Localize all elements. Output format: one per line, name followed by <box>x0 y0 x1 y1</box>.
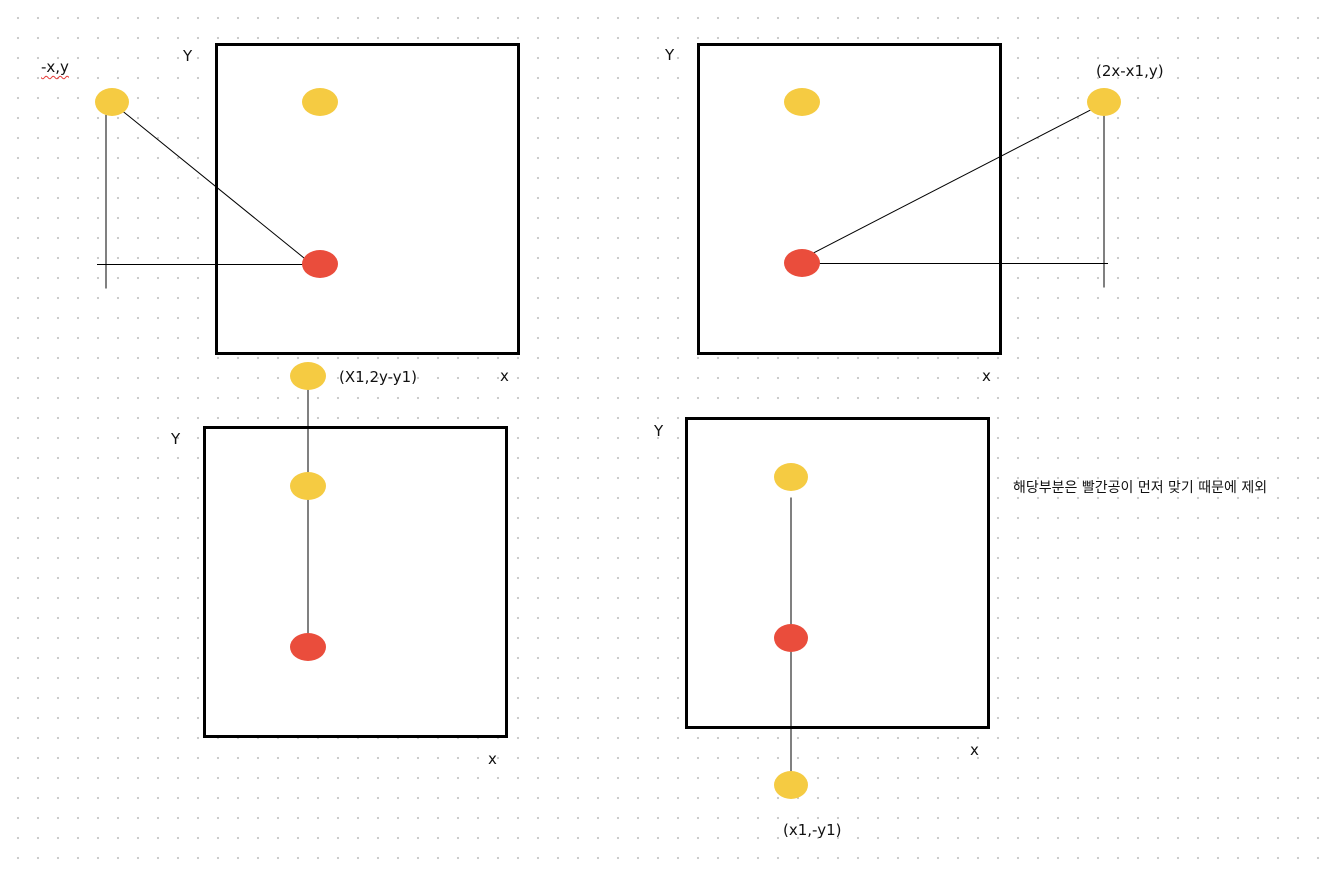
panel-1-horizontal-guide <box>97 264 319 265</box>
panel-2-red-ball <box>784 249 820 277</box>
panel-3-x-axis-label: x <box>488 750 497 768</box>
panel-4-yellow-ball <box>774 463 808 491</box>
panel-4-reflected-yellow-ball <box>774 771 808 799</box>
exclusion-note: 해당부분은 빨간공이 먼저 맞기 때문에 제외 <box>1013 480 1268 496</box>
panel-3-y-axis-label: Y <box>171 430 181 448</box>
panel-4-x-axis-label: x <box>970 741 979 759</box>
panel-2-yellow-ball <box>784 88 820 116</box>
panel-1-yellow-ball <box>302 88 338 116</box>
panel-1-vertical-guide <box>105 102 107 289</box>
panel-3-yellow-ball <box>290 472 326 500</box>
panel-4-red-ball <box>774 624 808 652</box>
panel-3-path-line <box>307 377 309 648</box>
panel-4-y-axis-label: Y <box>654 422 664 440</box>
panel-3-reflected-yellow-ball <box>290 362 326 390</box>
panel-1-red-ball <box>302 250 338 278</box>
panel-2-horizontal-guide <box>803 263 1108 264</box>
panel-3-table <box>203 426 508 738</box>
panel-4-reflection-label: (x1,-y1) <box>783 821 842 839</box>
panel-1-y-axis-label: Y <box>183 47 193 65</box>
panel-2-y-axis-label: Y <box>665 46 675 64</box>
panel-3-reflection-label: (X1,2y-y1) <box>339 368 418 386</box>
panel-1-table <box>215 43 520 355</box>
panel-4-table <box>685 417 990 729</box>
panel-1-reflected-yellow-ball <box>95 88 129 116</box>
panel-3-red-ball <box>290 633 326 661</box>
panel-2-x-axis-label: x <box>982 367 991 385</box>
panel-1-x-axis-label: x <box>500 367 509 385</box>
panel-2-vertical-guide <box>1103 102 1105 288</box>
panel-2-reflected-yellow-ball <box>1087 88 1121 116</box>
panel-2-reflection-label: (2x-x1,y) <box>1096 62 1164 80</box>
panel-2-table <box>697 43 1002 355</box>
panel-1-reflection-label: -x,y <box>41 58 69 76</box>
